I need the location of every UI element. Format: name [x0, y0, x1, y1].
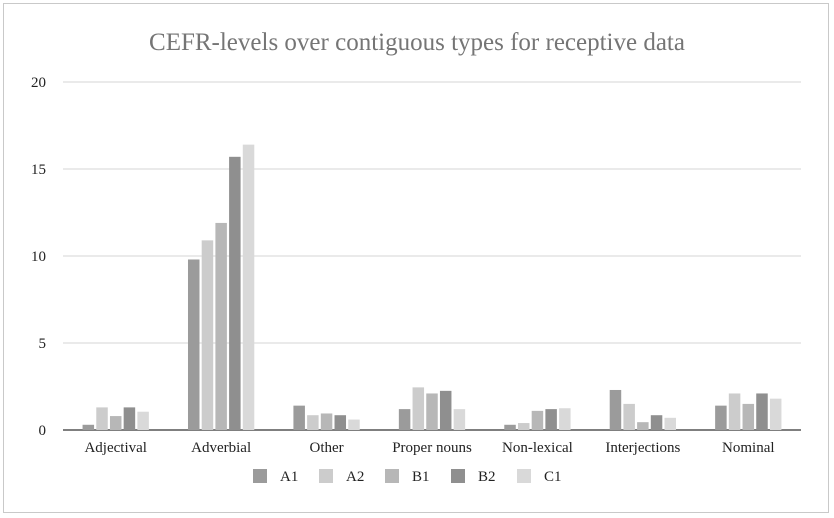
- y-tick-label: 15: [31, 162, 46, 178]
- bar-b2-interjections: [650, 415, 663, 430]
- bar-b2-adverbial: [229, 156, 241, 430]
- legend-swatch-a2: [319, 469, 333, 483]
- y-tick-label: 10: [31, 249, 46, 265]
- x-tick-label: Non-lexical: [502, 440, 573, 456]
- legend: A1 A2 B1 B2 C1: [253, 469, 562, 485]
- bar-b2-proper-nouns: [439, 390, 452, 430]
- bar-b2-adjectival: [123, 407, 136, 430]
- bar-b1-interjections: [637, 422, 649, 430]
- y-tick-label: 20: [31, 75, 46, 91]
- bar-a2-proper-nouns: [412, 387, 425, 430]
- bar-a1-non-lexical: [504, 424, 516, 430]
- bar-c1-nominal: [769, 398, 782, 430]
- bar-a2-other: [307, 415, 319, 430]
- bar-b1-non-lexical: [531, 410, 544, 430]
- bars: [82, 144, 782, 430]
- legend-swatch-b2: [451, 469, 465, 483]
- bar-a1-adjectival: [82, 424, 95, 430]
- bar-a1-other: [293, 405, 305, 430]
- bar-a2-non-lexical: [517, 423, 530, 430]
- bar-a1-proper-nouns: [398, 409, 411, 430]
- bar-a1-adverbial: [187, 259, 200, 430]
- bar-c1-proper-nouns: [453, 409, 466, 430]
- bar-b2-other: [334, 415, 347, 430]
- legend-label-b1: B1: [412, 469, 430, 485]
- bar-b1-adverbial: [215, 222, 227, 430]
- chart-title: CEFR-levels over contiguous types for re…: [149, 29, 685, 56]
- bar-b2-non-lexical: [545, 409, 557, 430]
- gridlines: [63, 81, 801, 431]
- bar-c1-interjections: [664, 417, 677, 430]
- legend-swatch-c1: [517, 469, 531, 483]
- bar-c1-other: [348, 419, 360, 430]
- legend-label-c1: C1: [544, 469, 562, 485]
- bar-a2-adjectival: [96, 407, 108, 430]
- x-tick-label: Nominal: [722, 440, 775, 456]
- bar-b1-nominal: [742, 403, 755, 430]
- bar-b2-nominal: [756, 393, 768, 430]
- bar-c1-adjectival: [137, 411, 149, 430]
- bar-c1-non-lexical: [559, 408, 571, 430]
- bar-a2-adverbial: [201, 240, 214, 430]
- y-tick-label: 0: [39, 423, 47, 439]
- y-axis: 0 5 10 15 20: [31, 75, 46, 439]
- x-tick-label: Adverbial: [191, 440, 251, 456]
- x-tick-label: Interjections: [605, 440, 680, 456]
- y-tick-label: 5: [39, 336, 47, 352]
- bar-a1-interjections: [609, 389, 622, 430]
- bar-a2-nominal: [728, 393, 741, 430]
- legend-label-a2: A2: [346, 469, 364, 485]
- legend-label-a1: A1: [280, 469, 298, 485]
- bar-b1-other: [320, 413, 333, 430]
- x-axis: Adjectival Adverbial Other Proper nouns Non-…: [84, 440, 774, 456]
- legend-swatch-b1: [385, 469, 399, 483]
- bar-a1-nominal: [715, 405, 727, 430]
- bar-b1-adjectival: [109, 416, 122, 430]
- x-tick-label: Adjectival: [84, 440, 146, 456]
- x-tick-label: Other: [309, 440, 343, 456]
- bar-a2-interjections: [623, 403, 635, 430]
- legend-label-b2: B2: [478, 469, 496, 485]
- bar-b1-proper-nouns: [426, 393, 438, 430]
- x-tick-label: Proper nouns: [392, 440, 472, 456]
- legend-swatch-a1: [253, 469, 267, 483]
- bar-c1-adverbial: [242, 144, 255, 430]
